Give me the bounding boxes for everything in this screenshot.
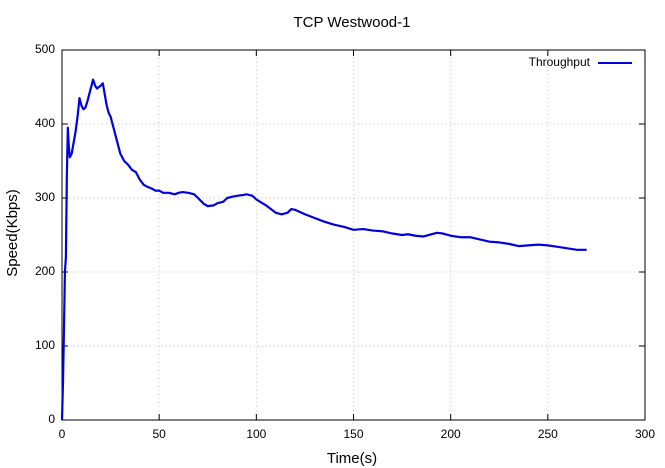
x-tick-label: 250	[538, 427, 558, 441]
plot-border	[61, 49, 646, 421]
x-tick-label: 50	[152, 427, 166, 441]
x-tick-label: 100	[246, 427, 266, 441]
y-tick-label: 100	[35, 338, 55, 352]
y-tick-label: 400	[35, 116, 55, 130]
y-axis-label: Speed(Kbps)	[4, 189, 21, 277]
y-tick-label: 500	[35, 42, 55, 56]
legend-label: Throughput	[529, 55, 591, 69]
y-tick-label: 300	[35, 190, 55, 204]
y-tick-label: 0	[48, 412, 55, 426]
x-tick-label: 200	[441, 427, 461, 441]
x-tick-label: 150	[343, 427, 363, 441]
y-tick-label: 200	[35, 264, 55, 278]
line-series	[60, 78, 587, 421]
x-tick-label: 0	[59, 427, 66, 441]
chart-title: TCP Westwood-1	[294, 14, 411, 31]
x-tick-label: 300	[635, 427, 655, 441]
x-axis-label: Time(s)	[327, 450, 377, 467]
